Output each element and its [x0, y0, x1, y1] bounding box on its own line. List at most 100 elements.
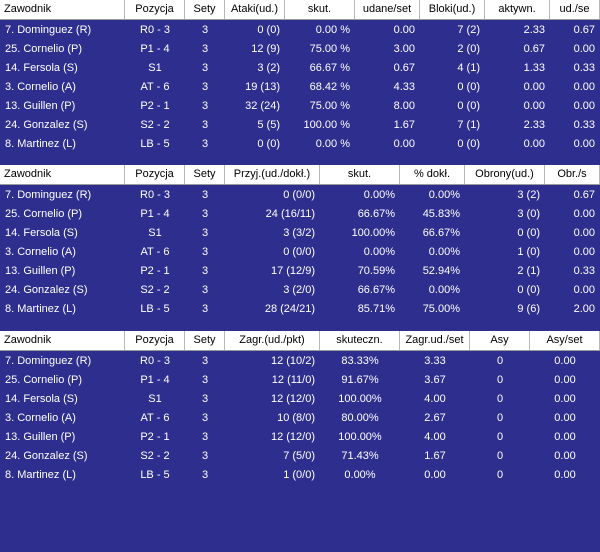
- table-cell: 0.00: [554, 355, 576, 367]
- table-cell: 3: [201, 62, 209, 74]
- table-cell: 0 (0): [457, 138, 480, 150]
- table-cell: 3: [201, 355, 209, 367]
- table-cell: 3: [201, 374, 209, 386]
- table-cell: 17 (12/9): [270, 265, 315, 277]
- table-cell: 66.67 %: [309, 62, 350, 74]
- column-header: udane/set: [355, 0, 420, 19]
- table-cell: 12 (10/2): [270, 355, 315, 367]
- table-cell: 3.33: [424, 355, 446, 367]
- table-cell: 2.67: [424, 412, 446, 424]
- table-cell: 3 (2): [517, 189, 540, 201]
- table-cell: 4.33: [393, 81, 415, 93]
- table-cell: 85.71%: [357, 303, 395, 315]
- table-cell: 0.00: [523, 100, 545, 112]
- table-cell: 0.00: [424, 469, 446, 481]
- player-name: 7. Dominguez (R): [5, 189, 92, 201]
- table-cell: 3 (3/2): [283, 227, 315, 239]
- table-cell: 4.00: [424, 431, 446, 443]
- column-header: Pozycja: [125, 165, 185, 184]
- table-cell: 0.00: [573, 81, 595, 93]
- table-cell: P1 - 4: [140, 208, 170, 220]
- table-cell: 2 (0): [457, 43, 480, 55]
- table-cell: 0.33: [573, 119, 595, 131]
- player-name: 7. Dominguez (R): [5, 355, 92, 367]
- table-cell: 5 (5): [257, 119, 280, 131]
- table-cell: 3: [201, 393, 209, 405]
- column-header: Zagr.ud./set: [400, 331, 470, 350]
- table-cell: 52.94%: [422, 265, 460, 277]
- table-cell: 0.00: [573, 227, 595, 239]
- column-header: Przyj.(ud./dokł.): [225, 165, 320, 184]
- column-header: Bloki(ud.): [420, 0, 485, 19]
- table-cell: 7 (2): [457, 24, 480, 36]
- table-cell: AT - 6: [140, 412, 170, 424]
- table-cell: 0.00: [573, 43, 595, 55]
- table-cell: 3: [201, 265, 209, 277]
- table-cell: R0 - 3: [140, 189, 170, 201]
- column-header: Obr./s: [545, 165, 600, 184]
- table-cell: 3: [201, 189, 209, 201]
- table-cell: 19 (13): [245, 81, 280, 93]
- table-cell: 100.00%: [338, 431, 382, 443]
- table-cell: 0.67: [573, 189, 595, 201]
- table-cell: 0 (0/0): [283, 246, 315, 258]
- table-cell: 4.00: [424, 393, 446, 405]
- table-cell: LB - 5: [140, 303, 170, 315]
- table-cell: 12 (12/0): [270, 393, 315, 405]
- table-cell: 3: [201, 469, 209, 481]
- table-cell: 0.00: [573, 208, 595, 220]
- table-header: Zawodnik Pozycja Sety Zagr.(ud./pkt) skutecz…: [0, 331, 600, 351]
- table-cell: 0.00: [573, 100, 595, 112]
- table-cell: 0.00: [393, 24, 415, 36]
- table-cell: 3: [201, 100, 209, 112]
- table-cell: 3 (2/0): [283, 284, 315, 296]
- column-header: Sety: [185, 165, 225, 184]
- table-cell: 10 (8/0): [277, 412, 315, 424]
- table-cell: 0.00: [554, 469, 576, 481]
- table-cell: 1.33: [523, 62, 545, 74]
- table-cell: 0.00: [523, 138, 545, 150]
- table-cell: 8.00: [393, 100, 415, 112]
- table-cell: 0.00%: [363, 189, 395, 201]
- table-cell: 32 (24): [245, 100, 280, 112]
- column-header: ud./se: [550, 0, 600, 19]
- table-cell: 9 (6): [517, 303, 540, 315]
- table-cell: 70.59%: [357, 265, 395, 277]
- table-cell: 2.33: [523, 119, 545, 131]
- player-name: 8. Martinez (L): [5, 303, 76, 315]
- column-header: skut.: [285, 0, 355, 19]
- table-cell: 71.43%: [341, 450, 379, 462]
- table-cell: 0.00: [554, 374, 576, 386]
- table-cell: 0.00: [573, 246, 595, 258]
- table-cell: 0.00%: [363, 246, 395, 258]
- table-cell: 0.00%: [428, 284, 460, 296]
- table-cell: P2 - 1: [140, 100, 170, 112]
- table-cell: 12 (9): [251, 43, 280, 55]
- player-name: 25. Cornelio (P): [5, 208, 83, 220]
- table-cell: 3: [201, 412, 209, 424]
- player-name: 13. Guillen (P): [5, 431, 76, 443]
- player-name: 13. Guillen (P): [5, 100, 76, 112]
- table-cell: LB - 5: [140, 469, 170, 481]
- table-cell: 45.83%: [422, 208, 460, 220]
- table-cell: 0: [496, 374, 504, 386]
- table-cell: S2 - 2: [140, 119, 170, 131]
- table-cell: 0 (0): [457, 81, 480, 93]
- table-cell: 100.00 %: [303, 119, 350, 131]
- table-cell: 0.67: [523, 43, 545, 55]
- table-cell: P2 - 1: [140, 265, 170, 277]
- table-cell: P1 - 4: [140, 374, 170, 386]
- table-cell: 0.00: [554, 450, 576, 462]
- table-cell: 3 (0): [517, 208, 540, 220]
- table-cell: 0.33: [573, 62, 595, 74]
- table-cell: 28 (24/21): [264, 303, 315, 315]
- table-cell: 2.33: [523, 24, 545, 36]
- table-cell: LB - 5: [140, 138, 170, 150]
- player-name: 24. Gonzalez (S): [5, 450, 88, 462]
- table-cell: 2 (1): [517, 265, 540, 277]
- column-header: % dokł.: [400, 165, 465, 184]
- table-cell: S1: [148, 227, 162, 239]
- column-header: Pozycja: [125, 331, 185, 350]
- column-header: aktywn.: [485, 0, 550, 19]
